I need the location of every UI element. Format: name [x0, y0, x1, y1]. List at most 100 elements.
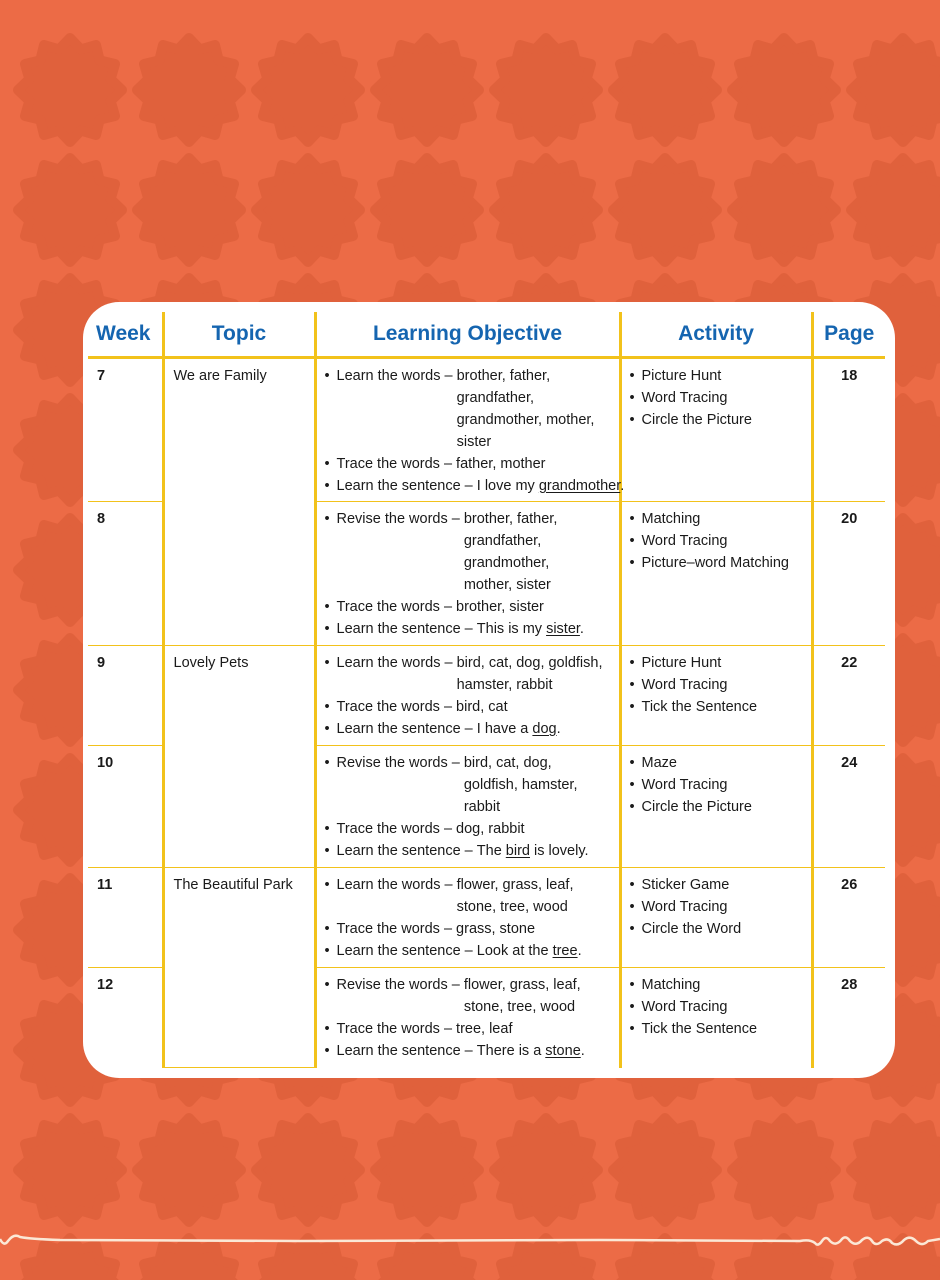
- flower-shape: [727, 153, 841, 267]
- activity-item: • Word Tracing: [630, 674, 811, 696]
- bullet-icon: •: [324, 1021, 330, 1037]
- word-list-line: flower, grass, leaf,: [456, 877, 574, 893]
- bullet-icon: •: [324, 843, 330, 859]
- bullet-icon: •: [324, 599, 330, 615]
- table-row: 9 Lovely Pets • Learn the words – bird, cat…: [88, 645, 885, 868]
- flower-shape: [251, 33, 365, 147]
- activity-cell: • Maze • Word Tracing • Circle the Picture: [620, 745, 814, 868]
- sentence-pre: This is my: [476, 621, 547, 637]
- word-list-line: bird, cat, dog,: [463, 755, 552, 771]
- flower-shape: [370, 33, 484, 147]
- sentence-keyword: grandmother: [538, 478, 621, 494]
- bullet-icon: •: [629, 412, 635, 428]
- activity-label: Word Tracing: [641, 390, 728, 406]
- activity-label: Word Tracing: [641, 677, 728, 693]
- wavy-line-decoration: [0, 1234, 940, 1246]
- objective-item: • Learn the sentence – There is a stone.: [325, 1040, 619, 1062]
- objective-verb: Learn the sentence: [336, 843, 461, 859]
- objective-item: • Learn the words – brother, father, grand…: [325, 365, 619, 453]
- flower-shape: [132, 33, 246, 147]
- bullet-icon: •: [629, 977, 635, 993]
- objective-verb: Learn the words: [336, 655, 441, 671]
- bullet-icon: •: [324, 368, 330, 384]
- activity-item: • Word Tracing: [630, 387, 811, 409]
- flower-shape: [132, 153, 246, 267]
- objective-verb: Revise the words: [336, 977, 448, 993]
- flower-shape: [13, 33, 127, 147]
- sentence-pre: I love my: [476, 478, 539, 494]
- word-list-line: stone, tree, wood: [463, 999, 576, 1015]
- page-number: 28: [841, 977, 858, 993]
- bullet-icon: •: [629, 655, 635, 671]
- bullet-icon: •: [324, 511, 330, 527]
- bullet-icon: •: [324, 1043, 330, 1059]
- word-list-line: grandfather,: [456, 390, 535, 406]
- flower-shape: [377, 1233, 477, 1280]
- flower-shape: [251, 1113, 365, 1227]
- bullet-icon: •: [324, 621, 330, 637]
- header-page: Page: [812, 312, 885, 359]
- activity-item: • Circle the Word: [630, 918, 811, 940]
- sentence-keyword: dog: [532, 721, 557, 737]
- activity-cell: • Matching • Word Tracing • Picture–word Matc…: [620, 501, 814, 646]
- header-topic: Topic: [163, 312, 317, 359]
- objective-verb: Trace the words: [336, 599, 440, 615]
- bullet-icon: •: [629, 533, 635, 549]
- bullet-icon: •: [324, 699, 330, 715]
- activity-item: • Tick the Sentence: [630, 1018, 811, 1040]
- objective-item: • Revise the words – flower, grass, leaf,…: [325, 974, 619, 1018]
- word-list-line: dog, rabbit: [456, 821, 525, 837]
- flower-shape: [489, 33, 603, 147]
- objective-verb: Learn the sentence: [336, 621, 461, 637]
- activity-label: Maze: [641, 755, 677, 771]
- objective-item: • Trace the words – tree, leaf: [325, 1018, 619, 1040]
- bullet-icon: •: [629, 899, 635, 915]
- flower-shape: [13, 1113, 127, 1227]
- bullet-icon: •: [629, 999, 635, 1015]
- objective-verb: Trace the words: [336, 1021, 440, 1037]
- objective-verb: Learn the sentence: [336, 721, 461, 737]
- header-week: Week: [88, 312, 165, 359]
- bullet-icon: •: [629, 677, 635, 693]
- table-row: 10 • Revise the words – bird, cat, dog, gol…: [88, 745, 885, 868]
- word-list-line: bird, cat, dog, goldfish,: [456, 655, 603, 671]
- activity-item: • Sticker Game: [630, 874, 811, 896]
- week-number: 10: [88, 745, 165, 868]
- flower-shape: [489, 1113, 603, 1227]
- bullet-icon: •: [324, 943, 330, 959]
- word-list-line: stone, tree, wood: [456, 899, 568, 915]
- activity-cell: • Sticker Game • Word Tracing • Circle the Wo…: [620, 867, 814, 968]
- activity-label: Word Tracing: [641, 999, 728, 1015]
- learning-objective-cell: • Learn the words – brother, father, grand…: [315, 357, 624, 502]
- sentence-post: .: [556, 721, 561, 737]
- flower-shape: [853, 1233, 940, 1280]
- sentence-keyword: sister: [546, 621, 580, 637]
- objective-item: • Learn the words – flower, grass, leaf, s…: [325, 874, 619, 918]
- flower-shape: [132, 1113, 246, 1227]
- flower-shape: [258, 1233, 358, 1280]
- activity-item: • Picture–word Matching: [630, 552, 811, 574]
- objective-item: • Learn the sentence – The bird is lovely…: [325, 840, 619, 862]
- bullet-icon: •: [629, 777, 635, 793]
- word-list-line: rabbit: [463, 799, 501, 815]
- learning-objective-cell: • Revise the words – brother, father, gran…: [315, 501, 622, 646]
- word-list-line: grandfather,: [463, 533, 542, 549]
- bullet-icon: •: [324, 755, 330, 771]
- objective-verb: Trace the words: [336, 821, 440, 837]
- activity-label: Circle the Picture: [641, 799, 752, 815]
- objective-item: • Trace the words – bird, cat: [325, 696, 619, 718]
- flower-shape: [20, 1233, 120, 1280]
- objective-verb: Learn the words: [336, 877, 441, 893]
- table-row: 12 • Revise the words – flower, grass, lea…: [88, 967, 885, 1068]
- flower-shape: [608, 33, 722, 147]
- bullet-icon: •: [629, 555, 635, 571]
- flower-shape: [608, 1113, 722, 1227]
- page-number: 18: [812, 357, 885, 502]
- activity-cell: • Picture Hunt • Word Tracing • Circle the Pi…: [620, 357, 814, 502]
- flower-shape: [727, 1113, 841, 1227]
- flower-shape: [734, 1233, 834, 1280]
- activity-label: Tick the Sentence: [641, 1021, 758, 1037]
- bullet-icon: •: [324, 921, 330, 937]
- word-list-line: grandmother, mother,: [456, 412, 595, 428]
- bullet-icon: •: [324, 456, 330, 472]
